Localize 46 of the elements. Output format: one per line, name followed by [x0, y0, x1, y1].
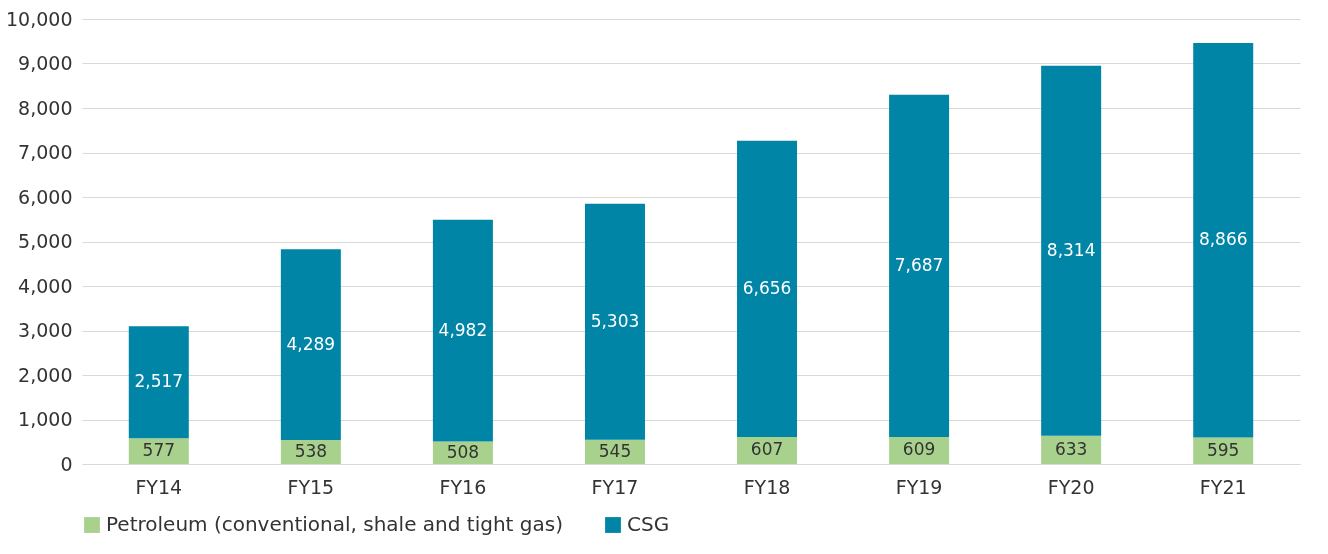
legend-label: CSG: [627, 512, 670, 536]
x-tick-label: FY19: [895, 475, 943, 498]
bar: [737, 140, 798, 437]
y-tick-label: 9,000: [18, 52, 73, 74]
bar: [1193, 42, 1254, 438]
data-label: 577: [142, 440, 176, 461]
bar: [280, 249, 341, 441]
data-label: 8,314: [1046, 239, 1096, 260]
y-tick-label: 1,000: [18, 408, 73, 430]
data-label: 633: [1054, 438, 1088, 459]
x-tick-label: FY17: [591, 475, 639, 498]
data-label: 595: [1206, 439, 1240, 460]
data-label: 538: [294, 441, 328, 462]
x-tick-label: FY20: [1047, 475, 1095, 498]
bar: [889, 94, 950, 437]
data-label: 4,289: [286, 333, 336, 354]
y-tick-label: 3,000: [18, 319, 73, 341]
data-label: 609: [902, 439, 936, 460]
y-tick-label: 8,000: [18, 96, 73, 119]
bar: [584, 203, 645, 440]
x-tick-label: FY15: [287, 475, 335, 498]
x-tick-label: FY21: [1199, 475, 1247, 498]
y-tick-label: 6,000: [18, 185, 73, 208]
y-tick-label: 5,000: [18, 230, 73, 252]
bar: [432, 219, 493, 442]
x-tick-label: FY18: [743, 475, 791, 498]
data-label: 7,687: [894, 254, 944, 275]
data-label: 2,517: [134, 371, 184, 392]
data-label: 4,982: [438, 319, 488, 340]
data-label: 607: [750, 439, 784, 460]
y-tick-label: 10,000: [6, 7, 73, 30]
x-tick-label: FY16: [439, 475, 487, 498]
data-label: 545: [598, 440, 632, 461]
y-tick-label: 4,000: [18, 274, 73, 297]
data-label: 6,656: [742, 277, 792, 298]
y-tick-label: 7,000: [18, 141, 73, 163]
data-label: 508: [446, 441, 480, 462]
x-tick-label: FY14: [135, 475, 183, 498]
legend-label: Petroleum (conventional, shale and tight gas): [106, 512, 563, 536]
bar: [128, 438, 189, 464]
bar: [128, 326, 189, 439]
y-tick-label: 0: [60, 452, 73, 475]
data-label: 8,866: [1198, 229, 1248, 250]
y-tick-label: 2,000: [18, 363, 73, 386]
data-label: 5,303: [590, 310, 640, 331]
bar: [1041, 65, 1102, 436]
